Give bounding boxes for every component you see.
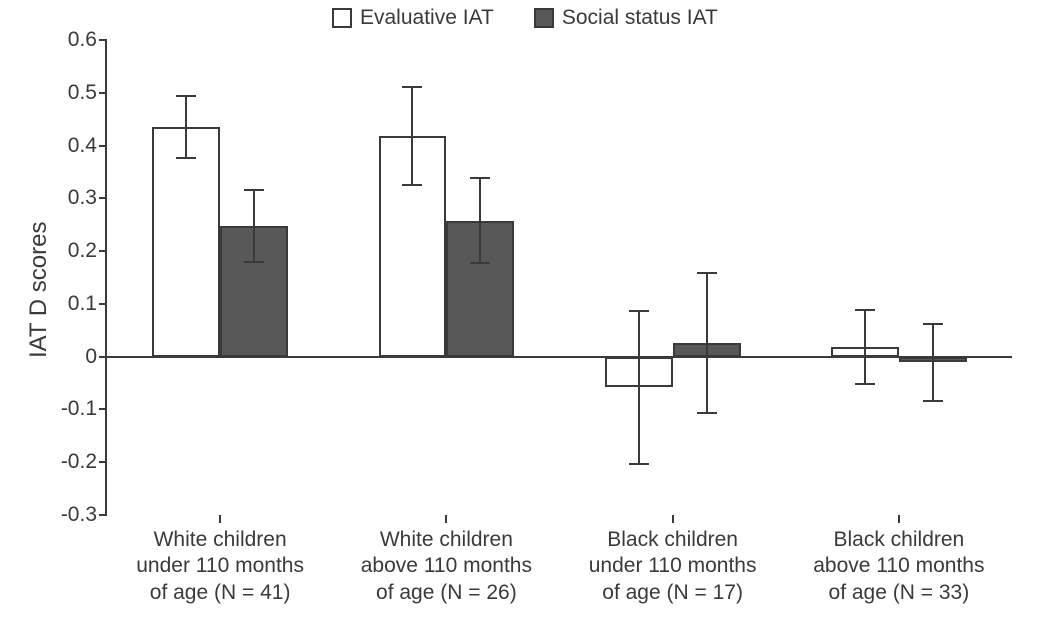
y-tick-label: -0.1 [61,397,107,421]
y-tick-label: 0.1 [68,292,107,316]
error-bar-cap [176,157,196,159]
category-label-line: of age (N = 26) [333,580,559,606]
error-bar-stem [932,324,934,401]
category-label-line: of age (N = 33) [786,580,1012,606]
y-tick-label: 0.2 [68,239,107,263]
legend: Evaluative IAT Social status IAT [332,6,718,30]
error-bar-stem [706,273,708,413]
category-label-line: under 110 months [107,553,333,579]
y-tick-label: 0.4 [68,134,107,158]
category-tick [672,515,674,523]
legend-swatch [534,8,554,28]
y-tick-label: 0.6 [68,28,107,52]
category-label-line: White children [107,527,333,553]
y-tick-label: -0.2 [61,450,107,474]
error-bar-stem [185,96,187,157]
y-tick-label: 0 [85,345,107,369]
category-label-line: above 110 months [333,553,559,579]
chart-container: Evaluative IAT Social status IAT IAT D sc… [0,0,1050,620]
legend-item: Social status IAT [534,6,718,30]
error-bar-cap [176,95,196,97]
error-bar-cap [855,383,875,385]
error-bar-cap [244,261,264,263]
error-bar-cap [470,262,490,264]
category-label: Black childrenabove 110 monthsof age (N … [786,527,1012,606]
error-bar-cap [697,412,717,414]
error-bar-cap [923,400,943,402]
category-tick [445,515,447,523]
category-label-line: Black children [560,527,786,553]
error-bar-cap [402,86,422,88]
category-label-line: White children [333,527,559,553]
legend-label: Evaluative IAT [360,6,494,30]
y-tick-label: 0.5 [68,81,107,105]
category-label: Black childrenunder 110 monthsof age (N … [560,527,786,606]
category-tick [898,515,900,523]
y-tick-label: -0.3 [61,503,107,527]
error-bar-cap [244,189,264,191]
legend-swatch [332,8,352,28]
error-bar-cap [629,463,649,465]
error-bar-cap [697,272,717,274]
plot-area: -0.3-0.2-0.100.10.20.30.40.50.6White chi… [105,40,1012,515]
error-bar-stem [253,190,255,262]
error-bar-cap [629,310,649,312]
error-bar-cap [923,323,943,325]
error-bar-cap [855,309,875,311]
category-label-line: above 110 months [786,553,1012,579]
bar [152,127,220,357]
error-bar-stem [411,87,413,185]
category-label-line: Black children [786,527,1012,553]
error-bar-cap [470,177,490,179]
legend-label: Social status IAT [562,6,718,30]
error-bar-stem [864,310,866,384]
legend-item: Evaluative IAT [332,6,494,30]
y-axis-label: IAT D scores [25,221,53,357]
y-tick-label: 0.3 [68,186,107,210]
category-label: White childrenunder 110 monthsof age (N … [107,527,333,606]
error-bar-stem [638,311,640,464]
error-bar-stem [479,178,481,264]
category-tick [219,515,221,523]
category-label-line: under 110 months [560,553,786,579]
category-label-line: of age (N = 17) [560,580,786,606]
error-bar-cap [402,184,422,186]
category-label-line: of age (N = 41) [107,580,333,606]
category-label: White childrenabove 110 monthsof age (N … [333,527,559,606]
